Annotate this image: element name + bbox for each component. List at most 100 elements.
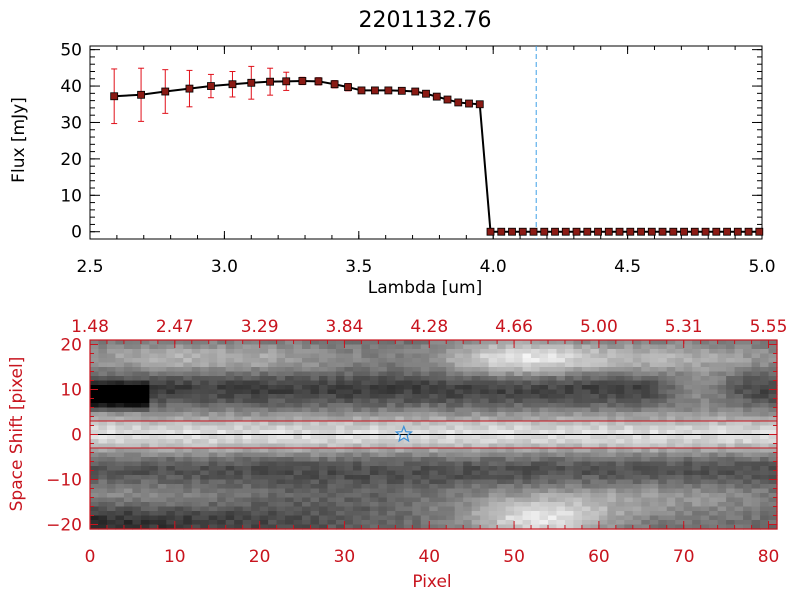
heatmap-cell <box>581 475 592 481</box>
heatmap-cell <box>548 340 558 346</box>
heatmap-cell <box>174 524 184 530</box>
heatmap-cell <box>590 412 600 418</box>
heatmap-cell <box>285 380 295 386</box>
heatmap-cell <box>395 479 405 485</box>
heatmap-cell <box>632 448 642 454</box>
heatmap-cell <box>632 353 642 359</box>
heatmap-cell <box>174 452 184 458</box>
heatmap-cell <box>505 493 515 499</box>
heatmap-cell <box>726 385 736 391</box>
heatmap-cell <box>590 470 600 476</box>
heatmap-cell <box>293 484 303 490</box>
heatmap-cell <box>598 466 608 472</box>
heatmap-cell <box>488 389 498 395</box>
heatmap-cell <box>310 340 320 346</box>
heatmap-cell <box>564 353 575 359</box>
heatmap-cell <box>683 430 693 436</box>
heatmap-cell <box>683 358 693 364</box>
heatmap-cell <box>259 506 269 512</box>
heatmap-cell <box>581 376 592 382</box>
data-point <box>529 227 538 236</box>
heatmap-cell <box>632 407 642 413</box>
heatmap-cell <box>157 470 167 476</box>
heatmap-cell <box>683 376 693 382</box>
heatmap-cell <box>590 349 600 355</box>
heatmap-cell <box>208 376 218 382</box>
heatmap-cell <box>174 416 184 422</box>
heatmap-cell <box>242 488 252 494</box>
heatmap-cell <box>276 380 286 386</box>
heatmap-cell <box>717 376 727 382</box>
spatial-profile-heatmap <box>90 340 778 530</box>
heatmap-cell <box>590 502 600 508</box>
heatmap-cell <box>632 394 642 400</box>
heatmap-cell <box>106 425 117 431</box>
heatmap-cell <box>412 470 422 476</box>
heatmap-cell <box>429 520 439 526</box>
heatmap-cell <box>760 385 770 391</box>
heatmap-cell <box>386 376 396 382</box>
heatmap-cell <box>225 403 235 409</box>
heatmap-cell <box>335 461 346 467</box>
heatmap-cell <box>683 484 693 490</box>
heatmap-cell <box>225 524 235 530</box>
heatmap-cell <box>437 470 447 476</box>
heatmap-cell <box>429 380 439 386</box>
heatmap-cell <box>675 412 685 418</box>
heatmap-cell <box>548 371 558 377</box>
heatmap-cell <box>437 443 447 449</box>
heatmap-cell <box>751 470 761 476</box>
heatmap-cell <box>573 376 583 382</box>
heatmap-cell <box>335 367 346 373</box>
heatmap-cell <box>140 421 150 427</box>
heatmap-cell <box>106 344 117 350</box>
heatmap-cell <box>200 506 210 512</box>
data-point <box>744 227 753 236</box>
heatmap-cell <box>666 448 676 454</box>
heatmap-cell <box>539 362 549 368</box>
heatmap-cell <box>624 502 634 508</box>
heatmap-cell <box>624 488 634 494</box>
heatmap-cell <box>98 394 108 400</box>
heatmap-cell <box>760 412 770 418</box>
heatmap-cell <box>310 470 320 476</box>
heatmap-cell <box>514 497 524 503</box>
heatmap-cell <box>505 394 515 400</box>
heatmap-cell <box>505 448 515 454</box>
heatmap-cell <box>658 461 668 467</box>
top-wavelength-tick-label: 4.66 <box>495 317 533 337</box>
heatmap-cell <box>276 515 286 521</box>
heatmap-cell <box>658 430 668 436</box>
heatmap-cell <box>531 502 541 508</box>
heatmap-cell <box>98 502 108 508</box>
heatmap-cell <box>454 353 464 359</box>
heatmap-cell <box>734 502 744 508</box>
heatmap-cell <box>268 497 278 503</box>
heatmap-cell <box>692 524 702 530</box>
heatmap-cell <box>700 394 710 400</box>
heatmap-cell <box>166 344 176 350</box>
heatmap-cell <box>268 385 278 391</box>
heatmap-cell <box>327 425 337 431</box>
heatmap-cell <box>463 367 473 373</box>
heatmap-cell <box>132 452 142 458</box>
heatmap-cell <box>675 506 685 512</box>
heatmap-cell <box>242 416 252 422</box>
heatmap-cell <box>352 353 363 359</box>
heatmap-cell <box>132 416 142 422</box>
heatmap-cell <box>335 398 346 404</box>
heatmap-cell <box>132 430 142 436</box>
heatmap-cell <box>166 353 176 359</box>
heatmap-cell <box>649 488 659 494</box>
heatmap-cell <box>675 434 685 440</box>
heatmap-cell <box>615 452 625 458</box>
heatmap-cell <box>191 479 201 485</box>
heatmap-cell <box>327 479 337 485</box>
heatmap-cell <box>573 371 583 377</box>
heatmap-cell <box>488 520 498 526</box>
y-tick-label-bottom: 20 <box>60 336 82 356</box>
heatmap-cell <box>598 524 608 530</box>
heatmap-cell <box>522 349 532 355</box>
heatmap-cell <box>234 484 244 490</box>
heatmap-cell <box>717 493 727 499</box>
